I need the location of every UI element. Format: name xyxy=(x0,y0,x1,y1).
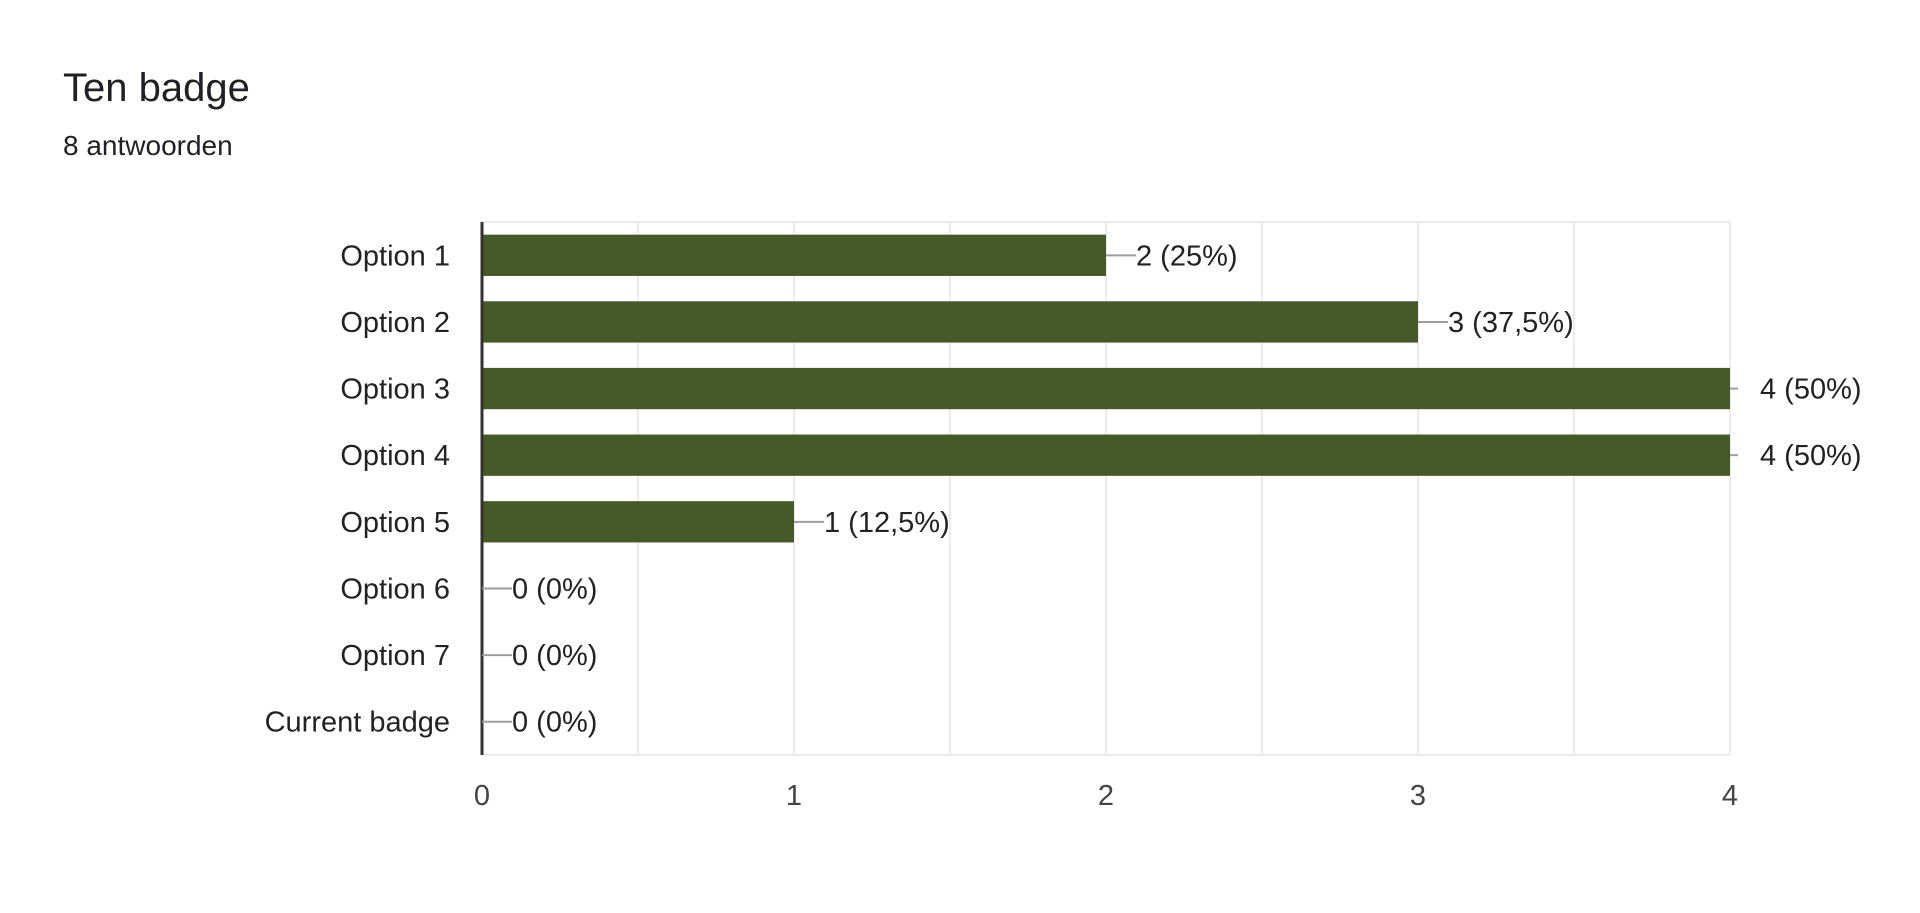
category-label: Option 5 xyxy=(340,507,450,539)
labels: 2 (25%) Option 1 3 (37,5%) Option 2 4 (50%) O… xyxy=(265,240,1862,738)
category-label: Option 7 xyxy=(340,640,450,672)
category-label: Option 2 xyxy=(340,307,450,339)
bar[interactable] xyxy=(482,434,1730,476)
data-label: 0 (0%) xyxy=(512,707,597,739)
data-label: 4 (50%) xyxy=(1760,374,1862,406)
category-label: Option 6 xyxy=(340,573,450,605)
x-tick-label: 1 xyxy=(786,780,802,812)
chart-title: Ten badge xyxy=(63,66,250,110)
category-label: Option 1 xyxy=(340,240,450,272)
category-label: Current badge xyxy=(265,707,450,739)
x-tick-label: 2 xyxy=(1098,780,1114,812)
axes: 0 1 2 3 4 xyxy=(474,222,1738,812)
x-tick-label: 3 xyxy=(1410,780,1426,812)
data-label: 1 (12,5%) xyxy=(824,507,950,539)
bar[interactable] xyxy=(482,501,794,543)
x-tick-label: 0 xyxy=(474,780,490,812)
x-tick-label: 4 xyxy=(1722,780,1738,812)
data-label: 3 (37,5%) xyxy=(1448,307,1574,339)
data-label: 0 (0%) xyxy=(512,640,597,672)
category-label: Option 4 xyxy=(340,440,450,472)
response-count: 8 antwoorden xyxy=(63,130,233,161)
bar[interactable] xyxy=(482,367,1730,410)
bars xyxy=(482,234,1730,543)
bar[interactable] xyxy=(482,234,1106,276)
data-label: 4 (50%) xyxy=(1760,440,1862,472)
data-label: 0 (0%) xyxy=(512,573,597,605)
bar[interactable] xyxy=(482,301,1418,343)
category-label: Option 3 xyxy=(340,374,450,406)
data-label: 2 (25%) xyxy=(1136,240,1238,272)
